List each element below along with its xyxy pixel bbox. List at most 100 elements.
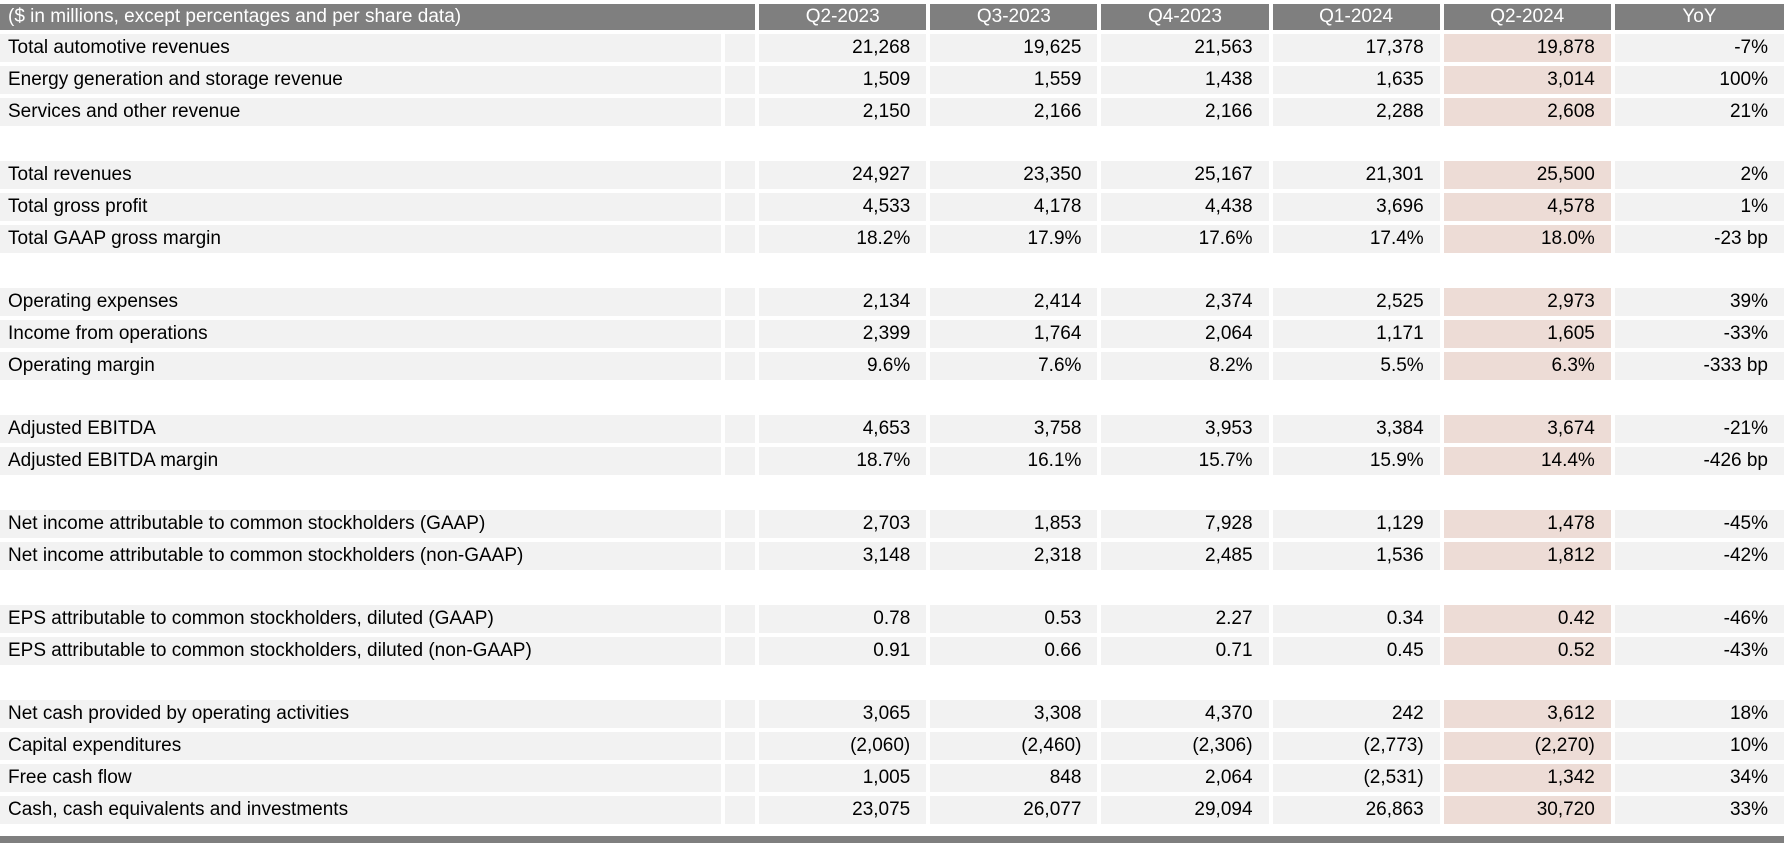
row-label: Energy generation and storage revenue (0, 66, 721, 94)
column-header: Q3-2023 (930, 4, 1098, 30)
value-cell-highlighted: 3,014 (1443, 66, 1611, 94)
value-cell-highlighted: 4,578 (1443, 193, 1611, 221)
value-cell: 19,625 (930, 34, 1098, 62)
value-cell: 4,370 (1101, 700, 1269, 728)
value-cell-highlighted: 19,878 (1443, 34, 1611, 62)
value-cell: 1,559 (930, 66, 1098, 94)
value-cell: 2,399 (759, 320, 927, 348)
value-cell: -45% (1614, 510, 1784, 538)
value-cell: 23,350 (930, 161, 1098, 189)
row-label: Total gross profit (0, 193, 721, 221)
value-cell: 33% (1614, 796, 1784, 824)
value-cell: 39% (1614, 288, 1784, 316)
value-cell: 2.27 (1101, 605, 1269, 633)
value-cell: 2,288 (1272, 98, 1440, 126)
table-title: ($ in millions, except percentages and p… (0, 4, 756, 30)
value-cell: 3,065 (759, 700, 927, 728)
bottom-divider-bar (0, 836, 1784, 843)
row-label: Net income attributable to common stockh… (0, 510, 721, 538)
row-label: Cash, cash equivalents and investments (0, 796, 721, 824)
row-label: EPS attributable to common stockholders,… (0, 605, 721, 633)
spacer-cell (0, 257, 1784, 284)
value-cell: 0.53 (930, 605, 1098, 633)
label-gap-cell (724, 700, 756, 728)
label-gap-cell (724, 288, 756, 316)
value-cell: 15.9% (1272, 447, 1440, 475)
value-cell-highlighted: 3,674 (1443, 415, 1611, 443)
label-gap-cell (724, 637, 756, 665)
value-cell: 7.6% (930, 352, 1098, 380)
value-cell: 7,928 (1101, 510, 1269, 538)
value-cell: 4,533 (759, 193, 927, 221)
value-cell: 25,167 (1101, 161, 1269, 189)
label-gap-cell (724, 510, 756, 538)
column-header: Q2-2023 (759, 4, 927, 30)
spacer-row (0, 384, 1784, 411)
value-cell: (2,460) (930, 732, 1098, 760)
label-gap-cell (724, 98, 756, 126)
value-cell: 18.7% (759, 447, 927, 475)
value-cell: 16.1% (930, 447, 1098, 475)
label-gap-cell (724, 447, 756, 475)
value-cell-highlighted: 1,342 (1443, 764, 1611, 792)
value-cell: 21,301 (1272, 161, 1440, 189)
value-cell: (2,773) (1272, 732, 1440, 760)
table-row: Total automotive revenues 21,268 19,625 21,… (0, 34, 1784, 62)
value-cell: 2,134 (759, 288, 927, 316)
value-cell: 3,758 (930, 415, 1098, 443)
value-cell: -46% (1614, 605, 1784, 633)
value-cell: 2,485 (1101, 542, 1269, 570)
value-cell: 0.71 (1101, 637, 1269, 665)
value-cell: -42% (1614, 542, 1784, 570)
value-cell: 1% (1614, 193, 1784, 221)
spacer-row (0, 574, 1784, 601)
value-cell: 1,536 (1272, 542, 1440, 570)
table-body: Total automotive revenues 21,268 19,625 21,… (0, 34, 1784, 824)
column-header: YoY (1614, 4, 1784, 30)
spacer-cell (0, 574, 1784, 601)
value-cell: 2,318 (930, 542, 1098, 570)
value-cell-highlighted: 0.42 (1443, 605, 1611, 633)
value-cell: 9.6% (759, 352, 927, 380)
row-label: Operating margin (0, 352, 721, 380)
header-row: ($ in millions, except percentages and p… (0, 4, 1784, 30)
value-cell: 15.7% (1101, 447, 1269, 475)
value-cell: 17.4% (1272, 225, 1440, 253)
row-label: Free cash flow (0, 764, 721, 792)
row-label: Total revenues (0, 161, 721, 189)
value-cell: 5.5% (1272, 352, 1440, 380)
table-row: Net cash provided by operating activitie… (0, 700, 1784, 728)
table-row: Operating expenses 2,134 2,414 2,374 2,525 2,… (0, 288, 1784, 316)
label-gap-cell (724, 764, 756, 792)
table-row: Net income attributable to common stockh… (0, 510, 1784, 538)
spacer-row (0, 257, 1784, 284)
row-label: Total GAAP gross margin (0, 225, 721, 253)
label-gap-cell (724, 352, 756, 380)
table-row: Adjusted EBITDA 4,653 3,758 3,953 3,384 3,674… (0, 415, 1784, 443)
value-cell: 2,166 (930, 98, 1098, 126)
spacer-cell (0, 130, 1784, 157)
table-row: Adjusted EBITDA margin 18.7% 16.1% 15.7% 15.… (0, 447, 1784, 475)
value-cell: 2,166 (1101, 98, 1269, 126)
value-cell-highlighted: 2,973 (1443, 288, 1611, 316)
value-cell: 2,064 (1101, 320, 1269, 348)
table-row: Total revenues 24,927 23,350 25,167 21,301 25… (0, 161, 1784, 189)
value-cell: 1,764 (930, 320, 1098, 348)
value-cell: 17,378 (1272, 34, 1440, 62)
value-cell: 4,438 (1101, 193, 1269, 221)
row-label: Net cash provided by operating activitie… (0, 700, 721, 728)
value-cell: 848 (930, 764, 1098, 792)
row-label: Adjusted EBITDA margin (0, 447, 721, 475)
label-gap-cell (724, 796, 756, 824)
label-gap-cell (724, 161, 756, 189)
label-gap-cell (724, 34, 756, 62)
row-label: EPS attributable to common stockholders,… (0, 637, 721, 665)
value-cell: -23 bp (1614, 225, 1784, 253)
value-cell: 26,077 (930, 796, 1098, 824)
value-cell: -426 bp (1614, 447, 1784, 475)
table-row: Capital expenditures (2,060) (2,460) (2,306… (0, 732, 1784, 760)
column-header: Q4-2023 (1101, 4, 1269, 30)
value-cell: -21% (1614, 415, 1784, 443)
value-cell: 21,563 (1101, 34, 1269, 62)
value-cell: 26,863 (1272, 796, 1440, 824)
